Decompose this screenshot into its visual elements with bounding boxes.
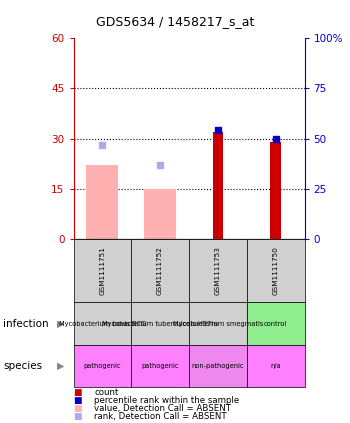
Text: ▶: ▶	[57, 361, 65, 371]
Text: control: control	[264, 321, 287, 327]
Bar	[144, 189, 176, 239]
Text: Mycobacterium smegmatis: Mycobacterium smegmatis	[173, 321, 263, 327]
Text: pathogenic: pathogenic	[84, 363, 121, 369]
Text: Mycobacterium bovis BCG: Mycobacterium bovis BCG	[59, 321, 146, 327]
Text: ■: ■	[74, 412, 82, 421]
Bar	[213, 132, 223, 239]
Text: Mycobacterium tuberculosis H37ra: Mycobacterium tuberculosis H37ra	[102, 321, 218, 327]
Text: GSM1111753: GSM1111753	[215, 246, 221, 295]
Text: GDS5634 / 1458217_s_at: GDS5634 / 1458217_s_at	[96, 15, 254, 28]
Bar	[86, 165, 118, 239]
Text: ■: ■	[74, 388, 82, 397]
Text: ■: ■	[74, 404, 82, 413]
Text: ▶: ▶	[57, 319, 65, 329]
Bar	[271, 142, 281, 239]
Text: count: count	[94, 388, 119, 397]
Text: GSM1111750: GSM1111750	[273, 246, 279, 295]
Text: percentile rank within the sample: percentile rank within the sample	[94, 396, 240, 405]
Text: GSM1111752: GSM1111752	[157, 246, 163, 295]
Text: species: species	[4, 361, 43, 371]
Text: n/a: n/a	[270, 363, 281, 369]
Text: pathogenic: pathogenic	[141, 363, 179, 369]
Text: non-pathogenic: non-pathogenic	[192, 363, 244, 369]
Text: infection: infection	[4, 319, 49, 329]
Text: value, Detection Call = ABSENT: value, Detection Call = ABSENT	[94, 404, 231, 413]
Text: GSM1111751: GSM1111751	[99, 246, 105, 295]
Text: ■: ■	[74, 396, 82, 405]
Text: rank, Detection Call = ABSENT: rank, Detection Call = ABSENT	[94, 412, 227, 421]
